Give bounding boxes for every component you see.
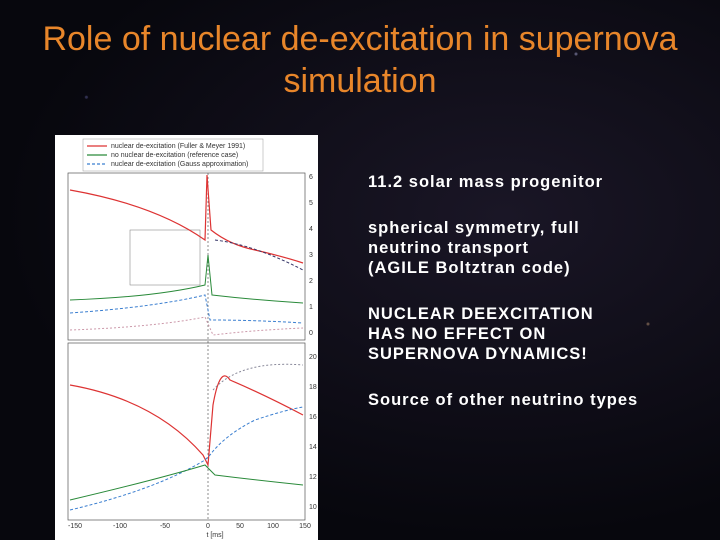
- right-tick-label: 4: [309, 226, 313, 233]
- bullet: Source of other neutrino types: [368, 390, 713, 410]
- right-tick-label: 3: [309, 252, 313, 259]
- bullet-line: SUPERNOVA DYNAMICS!: [368, 345, 588, 363]
- right-tick-label: 2: [309, 278, 313, 285]
- x-tick-label: 0: [206, 523, 210, 530]
- right-tick-label: 1: [309, 304, 313, 311]
- right-tick-label: 14: [309, 444, 317, 451]
- bullet-line: neutrino transport: [368, 239, 529, 257]
- right-tick-label: 12: [309, 474, 317, 481]
- x-tick-label: 150: [299, 523, 311, 530]
- x-axis-label: t [ms]: [206, 532, 223, 539]
- bullet: spherical symmetry, full neutrino transpo…: [368, 218, 713, 278]
- bullet-line: Source of other neutrino types: [368, 391, 639, 409]
- bullet: NUCLEAR DEEXCITATION HAS NO EFFECT ON SUPE…: [368, 304, 713, 364]
- right-tick-label: 5: [309, 200, 313, 207]
- curve: [69, 464, 304, 501]
- figure: nuclear de-excitation (Fuller & Meyer 19…: [55, 135, 318, 540]
- bullet: 11.2 solar mass progenitor: [368, 172, 713, 192]
- curve: [212, 363, 304, 391]
- x-tick-label: 100: [267, 523, 279, 530]
- figure-background: [55, 135, 318, 540]
- x-tick-label: -50: [160, 523, 170, 530]
- legend-label: nuclear de-excitation (Gauss approximati…: [111, 161, 248, 168]
- bullet-line: spherical symmetry, full: [368, 219, 580, 237]
- x-tick-label: -150: [68, 523, 82, 530]
- right-tick-label: 18: [309, 384, 317, 391]
- curve: [69, 174, 304, 264]
- right-tick-label: 16: [309, 414, 317, 421]
- curve: [69, 254, 304, 304]
- curve: [69, 316, 304, 336]
- inset: [129, 229, 201, 286]
- legend-box: [82, 138, 264, 172]
- bullet-line: NUCLEAR DEEXCITATION: [368, 305, 594, 323]
- curve: [69, 294, 304, 324]
- right-tick-label: 6: [309, 174, 313, 181]
- bullet-line: 11.2 solar mass progenitor: [368, 173, 604, 191]
- right-tick-label: 10: [309, 504, 317, 511]
- x-tick-label: -100: [113, 523, 127, 530]
- right-tick-label: 20: [309, 354, 317, 361]
- upper-panel: [67, 172, 306, 341]
- slide-title: Role of nuclear de-excitation in superno…: [42, 20, 678, 100]
- legend-label: nuclear de-excitation (Fuller & Meyer 19…: [111, 143, 245, 150]
- right-tick-label: 0: [309, 330, 313, 337]
- curve: [69, 375, 304, 468]
- bullet-line: (AGILE Boltztran code): [368, 259, 571, 277]
- bullet-line: HAS NO EFFECT ON: [368, 325, 547, 343]
- x-tick-label: 50: [236, 523, 244, 530]
- bullet-list: 11.2 solar mass progenitor spherical symm…: [368, 172, 713, 436]
- lower-panel: [67, 342, 306, 521]
- legend-label: no nuclear de-excitation (reference case…: [111, 152, 238, 159]
- curve: [69, 406, 304, 511]
